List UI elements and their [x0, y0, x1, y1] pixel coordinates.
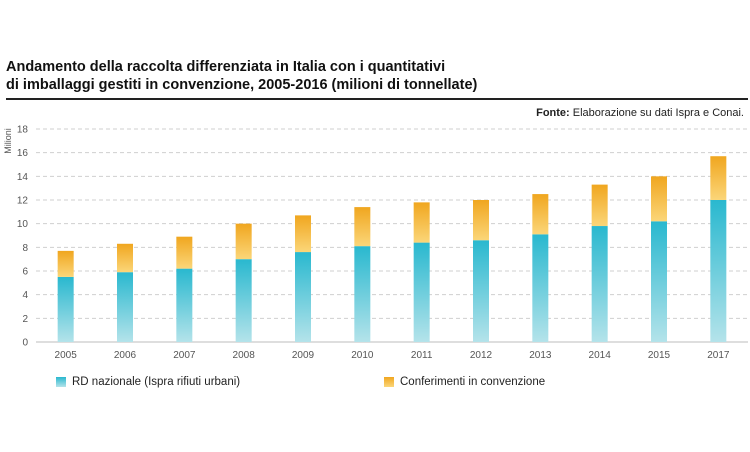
bar-conferimenti [710, 156, 727, 200]
legend-label-rd: RD nazionale (Ispra rifiuti urbani) [72, 376, 241, 388]
x-tick-label: 2015 [648, 350, 671, 361]
x-tick-label: 2014 [589, 350, 612, 361]
bar-rd-nazionale [710, 200, 727, 342]
label-layer: 0 2 4 6 8 10 12 14 16 18 Milioni 2005 2006 2007 2008 20… [3, 125, 730, 362]
y-tick-label: 10 [17, 219, 29, 230]
x-tick-label: 2017 [707, 350, 730, 361]
title-divider [6, 98, 748, 100]
y-tick-label: 12 [17, 196, 29, 207]
y-axis-label: Milioni [3, 128, 13, 154]
source-note: Fonte: Elaborazione su dati Ispra e Cona… [536, 107, 744, 119]
y-tick-label: 0 [22, 338, 28, 349]
y-tick-label: 14 [17, 172, 29, 183]
bar-conferimenti [354, 207, 371, 247]
x-tick-label: 2006 [114, 350, 137, 361]
x-tick-label: 2011 [411, 350, 433, 361]
y-tick-label: 2 [22, 314, 28, 325]
bar-conferimenti [591, 184, 608, 227]
x-tick-label: 2010 [351, 350, 374, 361]
bar-conferimenti [413, 202, 430, 243]
bar-rd-nazionale [591, 226, 608, 342]
y-tick-label: 8 [22, 243, 28, 254]
bar-conferimenti [235, 223, 252, 260]
x-tick-label: 2007 [173, 350, 196, 361]
bar-conferimenti [176, 236, 193, 269]
chart-title-line-1: Andamento della raccolta differenziata i… [6, 59, 446, 75]
legend-swatch-conferimenti [384, 377, 394, 387]
source-label: Fonte: [536, 107, 570, 119]
bar-rd-nazionale [295, 252, 311, 342]
x-tick-label: 2009 [292, 350, 315, 361]
bar-rd-nazionale [57, 276, 74, 342]
x-tick-label: 2013 [529, 350, 552, 361]
legend-item-rd: RD nazionale (Ispra rifiuti urbani) [56, 376, 240, 388]
y-tick-label: 4 [22, 290, 28, 301]
chart-title: Andamento della raccolta differenziata i… [6, 58, 606, 94]
legend-label-conferimenti: Conferimenti in convenzione [400, 376, 546, 388]
bar-layer [57, 156, 727, 342]
bar-rd-nazionale [176, 268, 193, 342]
bar-conferimenti [532, 194, 549, 235]
chart-title-line-2: di imballaggi gestiti in convenzione, 20… [6, 77, 478, 93]
y-tick-label: 16 [17, 148, 29, 159]
x-tick-label: 2005 [55, 350, 78, 361]
bar-rd-nazionale [235, 259, 252, 342]
grid-layer [36, 128, 748, 343]
bar-conferimenti [651, 176, 667, 222]
x-tick-label: 2008 [233, 350, 256, 361]
bar-rd-nazionale [532, 234, 549, 342]
y-tick-label: 18 [17, 125, 29, 136]
bar-rd-nazionale [651, 221, 667, 342]
bar-rd-nazionale [117, 272, 133, 342]
bar-conferimenti [57, 250, 74, 277]
bar-conferimenti [295, 215, 311, 253]
legend-item-conferimenti: Conferimenti in convenzione [384, 376, 545, 388]
y-tick-label: 6 [22, 267, 28, 278]
bar-conferimenti [473, 200, 489, 241]
bar-rd-nazionale [413, 242, 430, 342]
bar-rd-nazionale [354, 246, 371, 342]
bar-conferimenti [117, 243, 133, 273]
legend-swatch-rd [56, 377, 66, 387]
bar-rd-nazionale [473, 240, 489, 342]
x-tick-label: 2012 [470, 350, 493, 361]
source-text: Elaborazione su dati Ispra e Conai. [569, 107, 744, 119]
